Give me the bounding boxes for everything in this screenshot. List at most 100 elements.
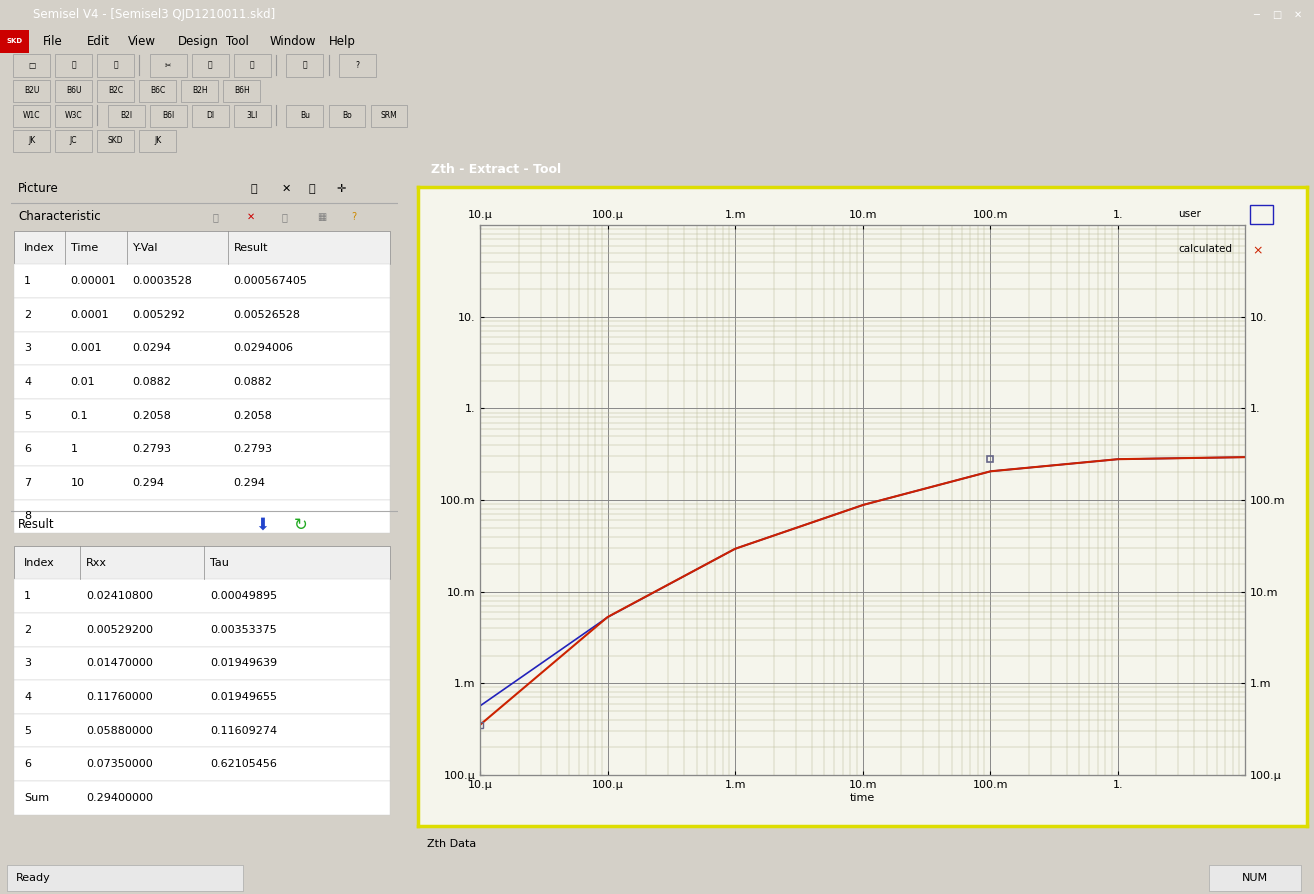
Text: 6: 6 bbox=[24, 759, 32, 769]
Text: Tool: Tool bbox=[226, 35, 248, 47]
Text: 0.2058: 0.2058 bbox=[133, 410, 172, 421]
Bar bbox=[14, 546, 390, 579]
Text: 0.05880000: 0.05880000 bbox=[87, 726, 152, 736]
FancyBboxPatch shape bbox=[339, 55, 376, 77]
Text: JK: JK bbox=[28, 136, 35, 145]
Text: 7: 7 bbox=[24, 478, 32, 488]
Bar bbox=[1209, 865, 1301, 890]
Text: 5: 5 bbox=[24, 410, 32, 421]
Text: 3: 3 bbox=[24, 659, 32, 669]
Text: calculated: calculated bbox=[1179, 244, 1233, 255]
X-axis label: time: time bbox=[850, 793, 875, 803]
FancyBboxPatch shape bbox=[150, 55, 187, 77]
Text: B2U: B2U bbox=[24, 86, 39, 95]
Text: 0.294: 0.294 bbox=[133, 478, 164, 488]
FancyBboxPatch shape bbox=[328, 105, 365, 127]
FancyBboxPatch shape bbox=[13, 105, 50, 127]
FancyBboxPatch shape bbox=[55, 130, 92, 152]
Text: 0.2793: 0.2793 bbox=[234, 444, 272, 454]
Text: 0.29400000: 0.29400000 bbox=[87, 793, 154, 803]
Text: 1: 1 bbox=[71, 444, 78, 454]
Text: Sum: Sum bbox=[24, 793, 49, 803]
Bar bbox=[14, 433, 390, 466]
Text: 0.07350000: 0.07350000 bbox=[87, 759, 152, 769]
Text: Result: Result bbox=[18, 519, 55, 531]
Text: ✕: ✕ bbox=[247, 212, 255, 222]
Bar bbox=[14, 332, 390, 366]
Text: □: □ bbox=[1272, 10, 1282, 20]
Text: Picture: Picture bbox=[18, 182, 59, 196]
Text: ✛: ✛ bbox=[336, 184, 346, 194]
FancyBboxPatch shape bbox=[55, 55, 92, 77]
Text: 0.0001: 0.0001 bbox=[71, 310, 109, 320]
Text: Bu: Bu bbox=[300, 111, 310, 120]
Text: W1C: W1C bbox=[22, 111, 41, 120]
Bar bbox=[14, 399, 390, 433]
Text: Rxx: Rxx bbox=[87, 558, 108, 568]
Text: 📂: 📂 bbox=[251, 184, 258, 194]
Text: 0.00526528: 0.00526528 bbox=[234, 310, 301, 320]
Text: 📂: 📂 bbox=[71, 61, 76, 70]
Text: B6U: B6U bbox=[66, 86, 81, 95]
Text: Help: Help bbox=[328, 35, 355, 47]
Bar bbox=[14, 646, 390, 680]
FancyBboxPatch shape bbox=[181, 80, 218, 102]
Text: Characteristic: Characteristic bbox=[18, 210, 101, 224]
Text: 1: 1 bbox=[24, 591, 32, 602]
Text: ?: ? bbox=[355, 61, 360, 70]
FancyBboxPatch shape bbox=[97, 130, 134, 152]
Text: 0.62105456: 0.62105456 bbox=[210, 759, 277, 769]
Text: 0.01949639: 0.01949639 bbox=[210, 659, 277, 669]
Text: B6H: B6H bbox=[234, 86, 250, 95]
Text: 0.11609274: 0.11609274 bbox=[210, 726, 277, 736]
Text: 0.005292: 0.005292 bbox=[133, 310, 185, 320]
Text: 💾: 💾 bbox=[113, 61, 118, 70]
Bar bbox=[14, 231, 390, 265]
Text: 0.00529200: 0.00529200 bbox=[87, 625, 154, 635]
Text: 0.02410800: 0.02410800 bbox=[87, 591, 154, 602]
Text: 0.0882: 0.0882 bbox=[234, 377, 272, 387]
Text: 3: 3 bbox=[24, 343, 32, 353]
Bar bbox=[14, 613, 390, 646]
Text: ⬜: ⬜ bbox=[212, 212, 218, 222]
Text: B6I: B6I bbox=[162, 111, 175, 120]
Text: 6: 6 bbox=[24, 444, 32, 454]
FancyBboxPatch shape bbox=[192, 105, 229, 127]
Text: 0.1: 0.1 bbox=[71, 410, 88, 421]
FancyBboxPatch shape bbox=[234, 55, 271, 77]
FancyBboxPatch shape bbox=[150, 105, 187, 127]
Text: W3C: W3C bbox=[64, 111, 83, 120]
FancyBboxPatch shape bbox=[139, 130, 176, 152]
FancyBboxPatch shape bbox=[97, 55, 134, 77]
Text: B2H: B2H bbox=[192, 86, 208, 95]
Text: JK: JK bbox=[154, 136, 162, 145]
Text: 0.01: 0.01 bbox=[71, 377, 95, 387]
Text: 10: 10 bbox=[71, 478, 84, 488]
Text: 0.294: 0.294 bbox=[234, 478, 265, 488]
FancyBboxPatch shape bbox=[108, 105, 145, 127]
Text: Index: Index bbox=[24, 242, 55, 253]
Text: Y-Val: Y-Val bbox=[133, 242, 158, 253]
Text: 0.2058: 0.2058 bbox=[234, 410, 272, 421]
Text: Result: Result bbox=[234, 242, 268, 253]
Text: ⬇: ⬇ bbox=[255, 516, 268, 534]
Text: Index: Index bbox=[24, 558, 55, 568]
Text: 4: 4 bbox=[24, 692, 32, 702]
Text: 📋: 📋 bbox=[208, 61, 213, 70]
FancyBboxPatch shape bbox=[286, 105, 323, 127]
Text: ✕: ✕ bbox=[281, 184, 292, 194]
Text: 2: 2 bbox=[24, 310, 32, 320]
FancyBboxPatch shape bbox=[223, 80, 260, 102]
Text: 0.0882: 0.0882 bbox=[133, 377, 172, 387]
FancyBboxPatch shape bbox=[13, 130, 50, 152]
Text: ✂: ✂ bbox=[166, 61, 171, 70]
Text: 0.00353375: 0.00353375 bbox=[210, 625, 277, 635]
FancyBboxPatch shape bbox=[371, 105, 407, 127]
Text: ✕: ✕ bbox=[1294, 10, 1302, 20]
Bar bbox=[14, 265, 390, 298]
Text: Semisel V4 - [Semisel3 QJD1210011.skd]: Semisel V4 - [Semisel3 QJD1210011.skd] bbox=[33, 8, 275, 21]
Text: 0.00049895: 0.00049895 bbox=[210, 591, 277, 602]
Text: 1: 1 bbox=[24, 276, 32, 286]
Text: SKD: SKD bbox=[7, 38, 22, 44]
Text: B6C: B6C bbox=[150, 86, 166, 95]
